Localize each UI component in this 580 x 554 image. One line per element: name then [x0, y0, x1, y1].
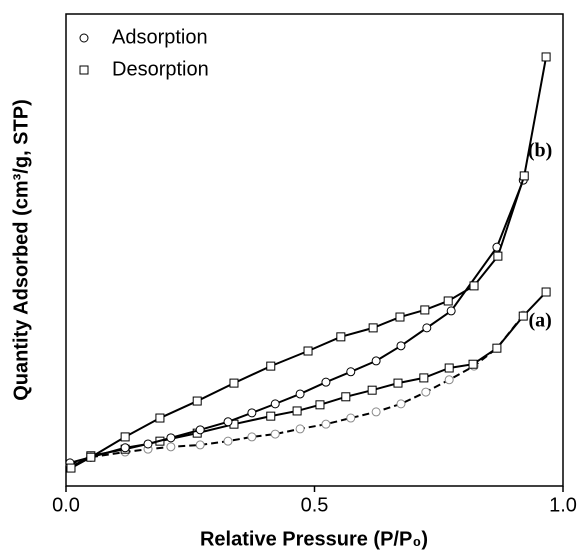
marker	[444, 375, 454, 385]
x-tick-label: 0.5	[301, 494, 329, 516]
x-axis-title: Relative Pressure (P/P₀)	[200, 528, 428, 550]
marker	[321, 419, 331, 429]
marker	[396, 399, 406, 409]
series-line	[70, 291, 547, 468]
marker	[155, 413, 165, 423]
marker	[303, 346, 313, 356]
marker	[541, 52, 551, 62]
marker	[519, 171, 529, 181]
series-line	[69, 314, 525, 465]
series	[66, 287, 551, 472]
marker	[195, 425, 205, 435]
sample-label: (a)	[528, 310, 551, 332]
marker	[393, 378, 403, 388]
marker	[493, 251, 503, 261]
x-tick-label: 0.0	[52, 494, 80, 516]
marker	[295, 389, 305, 399]
marker	[336, 332, 346, 342]
marker	[371, 356, 381, 366]
marker	[444, 363, 454, 373]
marker	[346, 413, 356, 423]
marker	[420, 305, 430, 315]
marker	[396, 341, 406, 351]
marker	[321, 377, 331, 387]
marker	[469, 281, 479, 291]
marker	[419, 373, 429, 383]
marker	[270, 429, 280, 439]
legend-marker	[79, 33, 89, 43]
series-line	[69, 179, 525, 464]
marker	[223, 417, 233, 427]
marker	[247, 432, 257, 442]
marker	[422, 323, 432, 333]
marker	[541, 287, 551, 297]
sample-label: (b)	[528, 140, 552, 162]
marker	[468, 359, 478, 369]
marker	[266, 411, 276, 421]
series-line	[70, 56, 548, 469]
marker	[266, 361, 276, 371]
marker	[120, 443, 130, 453]
marker	[292, 406, 302, 416]
marker	[443, 296, 453, 306]
marker	[143, 439, 153, 449]
marker	[295, 424, 305, 434]
y-axis-title: Quantity Adsorbed (cm³/g, STP)	[10, 99, 32, 401]
marker	[66, 463, 76, 473]
marker	[195, 440, 205, 450]
marker	[166, 442, 176, 452]
marker	[229, 378, 239, 388]
marker	[421, 387, 431, 397]
marker	[371, 407, 381, 417]
plot-frame	[65, 13, 564, 487]
legend-label: Adsorption	[112, 26, 208, 48]
marker	[315, 400, 325, 410]
marker	[270, 399, 280, 409]
marker	[395, 312, 405, 322]
marker	[86, 452, 96, 462]
marker	[341, 392, 351, 402]
marker	[368, 323, 378, 333]
marker	[518, 311, 528, 321]
marker	[346, 367, 356, 377]
series	[65, 175, 528, 468]
series	[66, 52, 551, 473]
series	[65, 310, 528, 469]
marker	[120, 432, 130, 442]
marker	[166, 433, 176, 443]
marker	[223, 436, 233, 446]
marker	[492, 343, 502, 353]
marker	[247, 408, 257, 418]
x-tick-label: 1.0	[549, 494, 577, 516]
marker	[367, 385, 377, 395]
legend-marker	[79, 65, 89, 75]
legend-label: Desorption	[112, 58, 209, 80]
marker	[446, 306, 456, 316]
marker	[192, 396, 202, 406]
